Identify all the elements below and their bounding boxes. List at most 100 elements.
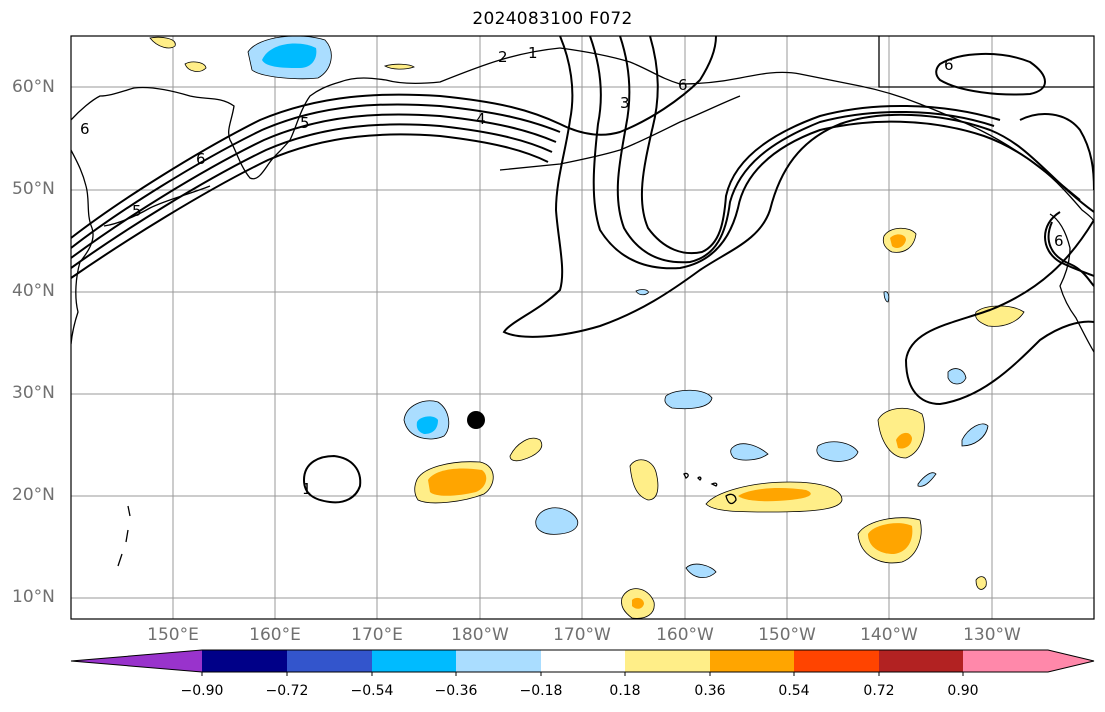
contour-label-6-b: 6: [678, 76, 688, 94]
contour-east-closed: [1019, 113, 1094, 191]
colorbar-label-7: 0.36: [694, 683, 726, 699]
colorbar-label-3: −0.54: [350, 683, 394, 699]
coast-kurils: [103, 185, 211, 227]
contour-west-low: [302, 454, 362, 504]
anomaly-c4: [947, 368, 967, 385]
contour-label-5-a: 5: [300, 114, 310, 132]
storm-center-marker: [467, 411, 485, 429]
anomaly-a2: [184, 61, 207, 72]
contour-label-6-d: 6: [80, 120, 90, 138]
lon-label-150w: 150°W: [758, 625, 816, 645]
lon-label-140w: 140°W: [860, 625, 918, 645]
anomaly-dateline-orange: [428, 468, 487, 496]
colorbar-label-9: 0.72: [863, 683, 895, 699]
coast-pnw: [1049, 213, 1094, 353]
anomaly-central-orange: [738, 488, 811, 502]
anomaly-c8: [917, 472, 937, 487]
contour-jet-1: [71, 36, 717, 239]
anomaly-c6-orange: [632, 597, 644, 609]
colorbar-under-extension: [71, 650, 202, 672]
lon-label-130w: 130°W: [963, 625, 1021, 645]
filled-anomalies: [149, 36, 1025, 619]
coast-hawaii-3: [697, 476, 702, 481]
colorbar-bin-9: [879, 650, 963, 672]
lat-label-60n: 60°N: [12, 77, 55, 97]
contour-jet-3: [71, 113, 557, 259]
lon-label-160e: 160°E: [249, 625, 301, 645]
colorbar-bin-5: [541, 650, 625, 672]
colorbar-label-1: −0.90: [180, 683, 224, 699]
lon-label-170e: 170°E: [351, 625, 403, 645]
colorbar: [70, 649, 1095, 676]
contour-trough-2: [589, 36, 1081, 270]
contour-east-ridge: [904, 219, 1094, 406]
contour-trough: [502, 36, 1094, 338]
contour-label-6-c: 6: [944, 56, 954, 74]
colorbar-bin-4: [456, 650, 541, 672]
anomaly-b4: [629, 459, 659, 501]
colorbar-label-10: 0.90: [947, 683, 979, 699]
colorbar-bin-3: [372, 650, 456, 672]
contour-trough-4: [640, 36, 1001, 255]
colorbar-bin-1: [202, 650, 287, 672]
contour-jet-2: [71, 103, 561, 249]
coast-okhotsk-west: [71, 149, 94, 345]
colorbar-bin-8: [794, 650, 879, 672]
anomaly-c9: [883, 291, 890, 303]
lon-label-180w: 180°W: [451, 625, 509, 645]
colorbar-over-extension: [1048, 650, 1094, 672]
map-frame: [70, 35, 1095, 620]
anomaly-c1-orange: [896, 432, 912, 449]
contour-east-ridge-2: [1044, 211, 1094, 277]
lat-label-20n: 20°N: [12, 485, 55, 505]
coast-kamchatka: [71, 47, 561, 180]
lat-label-40n: 40°N: [12, 281, 55, 301]
anomaly-bering-inner: [262, 43, 317, 68]
colorbar-label-6: 0.18: [609, 683, 641, 699]
anomaly-c5: [961, 423, 989, 447]
contour-label-6-e: 6: [1054, 232, 1064, 250]
contour-east-ridge-3: [1047, 221, 1094, 287]
anomaly-b3: [664, 389, 713, 410]
anomaly-b6: [816, 441, 859, 462]
coast-alaska-peninsula: [499, 95, 741, 171]
colorbar-label-4: −0.36: [434, 683, 478, 699]
lat-label-30n: 30°N: [12, 383, 55, 403]
chart-title: 2024083100 F072: [472, 9, 633, 29]
colorbar-bin-6: [625, 650, 710, 672]
lon-label-170w: 170°W: [553, 625, 611, 645]
coast-hawaii-1: [725, 493, 737, 505]
colorbar-bin-7: [710, 650, 794, 672]
contour-label-3: 3: [620, 94, 630, 112]
lat-label-10n: 10°N: [12, 587, 55, 607]
contour-trough-3: [616, 36, 995, 264]
contour-label-1-a: 1: [528, 44, 538, 62]
contour-ne-closed: [935, 53, 1046, 96]
colorbar-label-8: 0.54: [778, 683, 810, 699]
colorbar-bin-2: [287, 650, 372, 672]
contour-label-2: 2: [498, 48, 508, 66]
coast-hawaii-4: [683, 472, 689, 479]
contour-label-1-b: 1: [302, 480, 312, 498]
lat-label-50n: 50°N: [12, 179, 55, 199]
anomaly-a1: [149, 36, 176, 49]
contour-labels: 6 5 4 3 2 1 6 6 6 5 1 6: [80, 44, 1064, 498]
anomaly-east-orange: [868, 523, 913, 554]
anomaly-c2-orange: [890, 234, 906, 248]
anomaly-b7: [685, 563, 717, 578]
anomaly-c1: [877, 407, 925, 459]
colorbar-bin-10: [963, 650, 1048, 672]
height-contours: [71, 36, 1094, 504]
contour-jet-5: [71, 133, 549, 279]
anomaly-west-blue-inner: [416, 416, 438, 434]
coast-hawaii-2: [710, 482, 718, 487]
anomaly-c10: [635, 289, 649, 296]
colorbar-label-5: −0.18: [519, 683, 563, 699]
anomaly-b1: [509, 437, 543, 462]
anomaly-a3: [383, 63, 415, 70]
contour-label-5-b: 5: [132, 202, 142, 220]
anomaly-b2: [535, 507, 579, 535]
contour-label-6-a: 6: [196, 150, 206, 168]
colorbar-label-2: −0.72: [265, 683, 309, 699]
